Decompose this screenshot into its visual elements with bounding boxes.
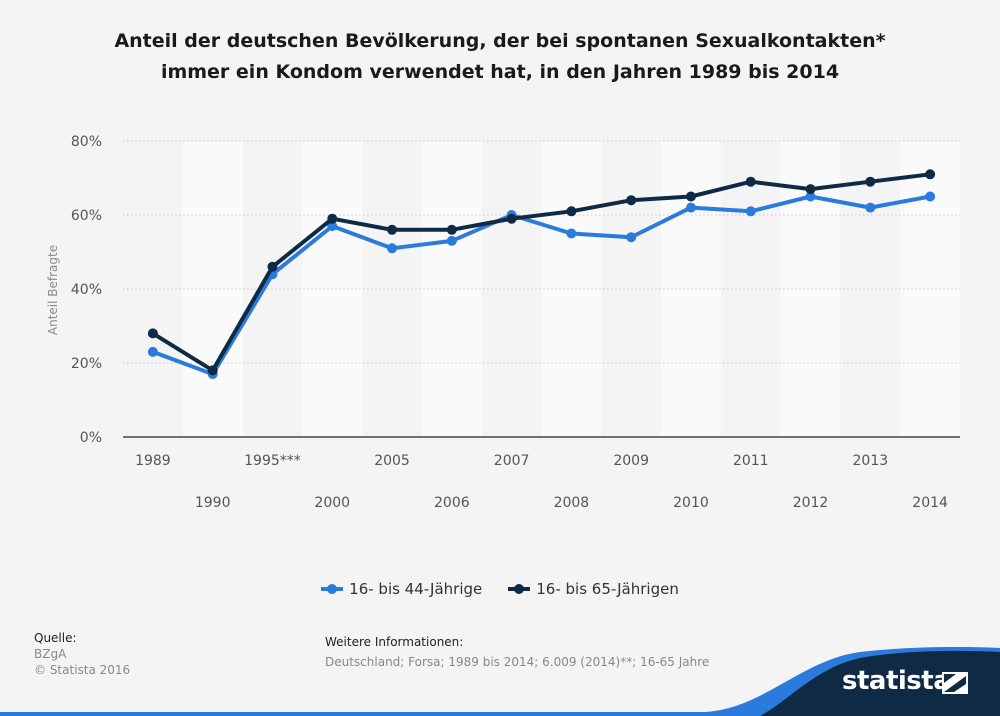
data-point[interactable]	[387, 224, 398, 235]
statista-logo[interactable]: statista	[842, 666, 951, 696]
data-point[interactable]	[147, 328, 158, 339]
data-point[interactable]	[805, 191, 816, 202]
legend-item-16-44[interactable]: 16- bis 44-Jährige	[321, 580, 482, 598]
x-tick-label: 2009	[613, 453, 649, 469]
x-tick-label: 2005	[374, 453, 410, 469]
legend: 16- bis 44-Jährige 16- bis 65-Jährigen	[0, 580, 1000, 598]
y-tick-label: 40%	[71, 282, 102, 298]
data-point[interactable]	[446, 224, 457, 235]
data-point[interactable]	[566, 228, 577, 239]
data-point[interactable]	[446, 235, 457, 246]
data-point[interactable]	[387, 243, 398, 254]
data-point[interactable]	[805, 184, 816, 195]
data-point[interactable]	[745, 176, 756, 187]
y-axis-label: Anteil Befragte	[46, 245, 60, 335]
x-tick-label: 1990	[195, 495, 231, 511]
data-point[interactable]	[685, 202, 696, 213]
data-point[interactable]	[685, 191, 696, 202]
data-point[interactable]	[626, 195, 637, 206]
legend-item-16-65[interactable]: 16- bis 65-Jährigen	[508, 580, 679, 598]
column-band	[900, 141, 960, 437]
y-tick-label: 80%	[71, 134, 102, 150]
x-tick-label: 2006	[434, 495, 470, 511]
x-tick-label: 2011	[733, 453, 769, 469]
source-name: BZgA	[34, 647, 67, 661]
y-tick-label: 60%	[71, 208, 102, 224]
series-line	[152, 194, 931, 377]
y-tick-label: 0%	[80, 430, 102, 446]
data-point[interactable]	[207, 365, 218, 376]
x-tick-label: 1989	[135, 453, 171, 469]
series-group	[147, 169, 936, 380]
data-point[interactable]	[865, 176, 876, 187]
y-axis-ticks: 0% 20% 40% 60% 80%	[71, 134, 102, 446]
chart-title: Anteil der deutschen Bevölkerung, der be…	[114, 30, 886, 83]
legend-label-16-44: 16- bis 44-Jährige	[349, 580, 483, 598]
data-point[interactable]	[745, 206, 756, 217]
legend-marker-16-65	[508, 584, 531, 594]
x-tick-label: 1995***	[244, 453, 301, 469]
data-point[interactable]	[147, 346, 158, 357]
x-tick-label: 2012	[793, 495, 829, 511]
legend-marker-16-44	[321, 584, 344, 594]
info-block: Weitere Informationen: Deutschland; Fors…	[325, 632, 709, 672]
data-point[interactable]	[566, 206, 577, 217]
data-point[interactable]	[925, 169, 936, 180]
data-point[interactable]	[865, 202, 876, 213]
legend-dot-16-65	[514, 584, 525, 594]
y-tick-label: 20%	[71, 356, 102, 372]
x-axis-ticks: 1989 1990 1995*** 2000 2005 2006 2007 2008 2009 2…	[135, 453, 948, 511]
source-block: Quelle: BZgA © Statista 2016	[34, 630, 130, 678]
data-point[interactable]	[327, 221, 338, 232]
column-band	[182, 141, 243, 437]
x-tick-label: 2013	[853, 453, 889, 469]
source-heading: Quelle:	[34, 631, 77, 645]
data-point[interactable]	[267, 261, 278, 272]
info-text: Deutschland; Forsa; 1989 bis 2014; 6.009…	[325, 655, 710, 669]
copyright: © Statista 2016	[34, 663, 131, 677]
x-tick-label: 2010	[673, 495, 709, 511]
statista-logo-icon	[942, 672, 968, 694]
series-1	[147, 169, 936, 376]
x-tick-label: 2000	[314, 495, 350, 511]
data-point[interactable]	[327, 213, 338, 224]
x-tick-label: 2014	[912, 495, 948, 511]
x-tick-label: 2007	[494, 453, 530, 469]
data-point[interactable]	[506, 213, 517, 224]
data-point[interactable]	[626, 232, 637, 243]
legend-dot-16-44	[327, 584, 338, 594]
series-line	[151, 172, 931, 373]
legend-label-16-65: 16- bis 65-Jährigen	[536, 580, 679, 598]
data-point[interactable]	[925, 191, 936, 202]
info-heading[interactable]: Weitere Informationen:	[325, 635, 464, 649]
x-tick-label: 2008	[554, 495, 590, 511]
